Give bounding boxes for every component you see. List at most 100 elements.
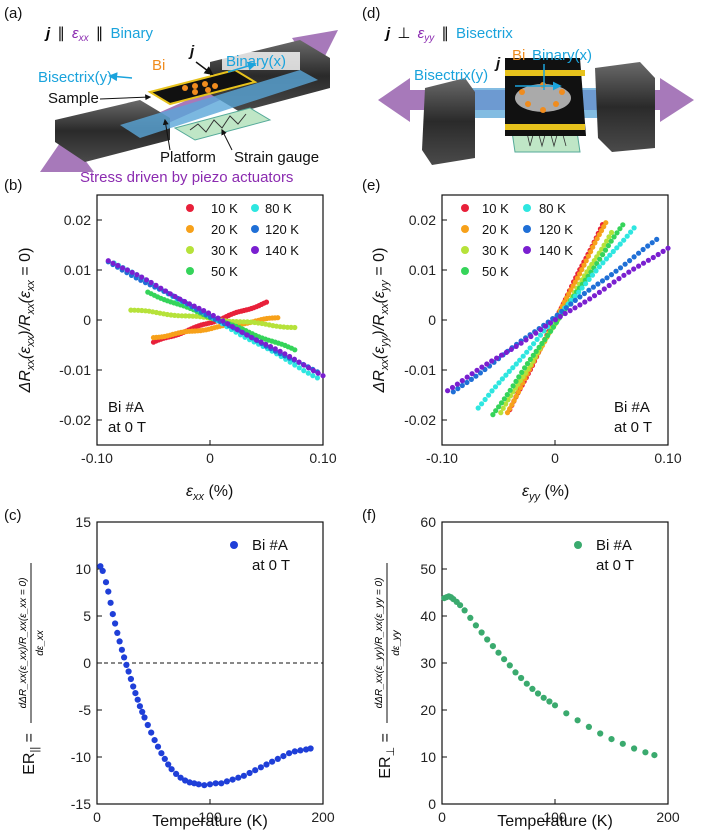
point-e-80K: [527, 345, 533, 351]
point-f: [534, 690, 542, 697]
point-e-50K: [550, 324, 557, 330]
legend-b-30K: 30 K: [211, 243, 238, 258]
point-b-140K: [320, 373, 326, 379]
point-e-140K: [611, 279, 617, 285]
sample: [147, 68, 258, 106]
point-e-120K: [459, 382, 465, 389]
point-f: [495, 649, 502, 656]
point-e-50K: [611, 234, 617, 240]
point-e-30K: [604, 238, 610, 244]
point-b-30K: [244, 319, 250, 325]
legend-b-120K-dot: [251, 225, 259, 233]
legend-e-120K: 120 K: [539, 222, 573, 237]
point-e-120K: [645, 243, 651, 249]
point-c: [141, 714, 148, 721]
point-e-80K: [572, 293, 578, 299]
config-d-eps-sub: yy: [423, 33, 435, 44]
point-e-140K: [650, 254, 656, 261]
point-b-80K: [301, 368, 307, 374]
point-e-50K: [608, 238, 614, 244]
point-e-140K: [631, 266, 637, 272]
point-e-140K: [469, 371, 475, 377]
point-e-120K: [604, 275, 610, 281]
panel-label-a: (a): [4, 5, 22, 22]
point-f: [489, 643, 496, 650]
point-e-50K: [493, 408, 499, 414]
point-c: [118, 646, 125, 653]
point-e-120K: [581, 290, 588, 297]
point-c: [257, 764, 264, 771]
point-c: [274, 755, 281, 763]
point-b-140K: [158, 285, 164, 291]
config-a-j: j: [44, 25, 51, 42]
legend-e-80K-dot: [523, 204, 531, 212]
legend-e-10K-dot: [461, 204, 469, 212]
bisectrix-label-d: Bisectrix(y): [414, 67, 488, 84]
point-b-140K: [248, 334, 254, 340]
point-c: [206, 781, 214, 788]
point-b-140K: [253, 337, 259, 343]
point-c: [151, 737, 158, 744]
plot-b-marks: [105, 258, 326, 381]
point-e-20K: [594, 236, 600, 242]
point-f: [563, 710, 570, 717]
point-e-140K: [616, 276, 622, 282]
point-e-80K: [479, 401, 485, 407]
point-e-50K: [542, 337, 548, 343]
legend-e-140K-dot: [523, 246, 531, 254]
point-b-140K: [167, 291, 173, 297]
legend-c-2: at 0 T: [252, 557, 290, 574]
point-e-80K: [596, 264, 603, 270]
y-tick-label: 10: [75, 561, 91, 577]
point-b-140K: [272, 346, 278, 352]
point-b-140K: [296, 359, 302, 365]
bisectrix-label-a: Bisectrix(y): [38, 69, 112, 86]
x-tick-label: 0: [438, 809, 446, 825]
point-e-50K: [620, 222, 626, 228]
point-e-20K: [511, 398, 517, 404]
point-e-80K: [499, 376, 505, 382]
point-e-80K: [624, 233, 630, 239]
point-b-140K: [277, 348, 283, 354]
point-c: [297, 747, 304, 754]
point-e-140K: [645, 257, 652, 263]
binary-label-a: Binary(x): [226, 53, 286, 70]
x-tick-label: 0: [206, 450, 214, 466]
panel-label-b: (b): [4, 177, 22, 194]
point-f: [472, 622, 479, 629]
point-e-140K: [601, 286, 607, 292]
point-b-30K: [182, 313, 189, 319]
point-e-80K: [475, 405, 481, 411]
legend-b-140K-dot: [251, 246, 259, 254]
point-e-140K: [636, 263, 642, 269]
point-e-140K: [464, 374, 470, 380]
y-tick-label: -0.02: [59, 412, 91, 428]
point-c: [269, 758, 276, 765]
bridge: [120, 70, 318, 138]
j-label-a: j: [188, 43, 195, 60]
y-tick-label: 0: [428, 796, 436, 812]
point-e-140K: [518, 340, 524, 346]
annotation-b-2: at 0 T: [108, 419, 146, 436]
point-e-140K: [596, 289, 603, 295]
point-e-80K: [600, 260, 606, 266]
point-e-50K: [530, 352, 536, 358]
y-tick-label: -0.02: [404, 412, 436, 428]
point-b-30K: [288, 324, 294, 330]
plot-c-ticks: 0 100 200 15 10 5 0 -5 -10 -15: [71, 514, 335, 825]
svg-text:dε_xx: dε_xx: [35, 629, 46, 656]
point-e-140K: [459, 378, 465, 384]
config-d-mid1: ⊥: [397, 25, 410, 42]
legend-b-80K: 80 K: [265, 201, 292, 216]
point-e-50K: [522, 365, 528, 371]
point-e-120K: [450, 389, 456, 395]
point-e-80K: [576, 289, 582, 295]
x-tick-label: 200: [311, 809, 335, 825]
strain-gauge-label: Strain gauge: [234, 149, 319, 166]
point-e-30K: [498, 410, 504, 416]
point-c: [286, 750, 293, 757]
point-e-80K: [503, 372, 509, 378]
point-e-140K: [552, 317, 559, 323]
panel-label-e: (e): [362, 177, 380, 194]
point-b-20K: [275, 315, 281, 321]
